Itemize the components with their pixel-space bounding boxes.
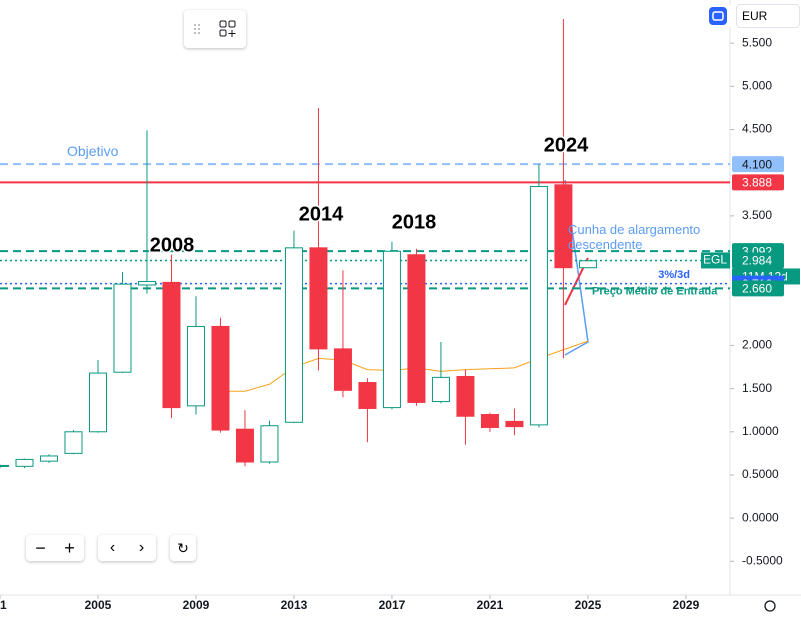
settings-icon[interactable]: [764, 600, 776, 612]
y-tick-label: 5.000: [742, 79, 772, 93]
candle-body: [186, 325, 205, 407]
candle-body: [284, 247, 303, 423]
level-name: Preço Médio de Entrada: [592, 286, 718, 298]
annotation: 2008: [150, 234, 195, 256]
currency-label: EUR: [742, 9, 768, 23]
annotation: 2018: [392, 211, 437, 233]
annotation: 2014: [299, 203, 344, 225]
candle-body: [529, 186, 548, 426]
wedge-line: [564, 179, 589, 356]
candle-body: [137, 281, 156, 286]
egl-box: [701, 252, 730, 269]
x-tick-label: 2013: [281, 598, 308, 612]
candle-body: [382, 250, 401, 409]
y-tick-label: 3.500: [742, 208, 772, 222]
candle-body: [431, 376, 450, 403]
annotation: 3%/3d: [658, 269, 690, 281]
candle-body: [456, 376, 475, 417]
annotation: Cunha de alargamento descendente: [568, 222, 700, 252]
level-label-box: [732, 174, 784, 191]
y-tick-label: 1.0000: [742, 424, 779, 438]
x-tick-label: 2025: [575, 598, 602, 612]
candle-body: [0, 464, 9, 467]
zoom-buttons[interactable]: − +: [26, 535, 84, 561]
y-tick-label: 4.500: [742, 122, 772, 136]
level-label: 4.100: [742, 157, 772, 171]
level-label: 2.660: [742, 282, 772, 296]
drawing-toolbar[interactable]: [184, 10, 246, 48]
candle-body: [578, 260, 597, 269]
x-tick-label: 2021: [477, 598, 504, 612]
scroll-right[interactable]: ›: [138, 539, 145, 556]
y-tick-label: 0.0000: [742, 510, 779, 524]
y-tick-label: 0.5000: [742, 467, 779, 481]
level-label: 3.888: [742, 176, 772, 190]
x-tick-label: 01: [0, 598, 7, 612]
level-name: Objetivo: [67, 143, 119, 159]
candle-body: [211, 325, 230, 431]
level-label: 2.984: [742, 254, 772, 268]
candle-body: [407, 254, 426, 403]
level-name: EGL: [703, 253, 727, 267]
reset-button[interactable]: ↻: [170, 535, 196, 561]
candle-body: [260, 425, 279, 463]
compare-button[interactable]: [705, 4, 731, 28]
zoom-out[interactable]: −: [35, 537, 46, 558]
candle-body: [554, 184, 573, 269]
level-label-box: [732, 280, 784, 297]
candle-body: [333, 348, 352, 391]
icon: [709, 7, 727, 25]
level-label-box: [732, 252, 784, 269]
candle-body: [15, 458, 34, 467]
candle-body: [162, 281, 181, 409]
candle-body: [235, 428, 254, 463]
currency-select[interactable]: EUR: [736, 4, 800, 28]
level-label-box: [732, 156, 784, 173]
x-tick-label: 2017: [379, 598, 406, 612]
x-tick-label: 2005: [85, 598, 112, 612]
candle-body: [113, 283, 132, 373]
candle-body: [505, 420, 524, 428]
y-tick-label: 5.500: [742, 35, 772, 49]
candle-body: [358, 382, 377, 409]
y-tick-label: 2.000: [742, 338, 772, 352]
scroll-buttons[interactable]: ‹ ›: [98, 535, 156, 561]
toolbar-icons: [194, 20, 236, 37]
candle-body: [480, 414, 499, 428]
x-tick-label: 2009: [183, 598, 210, 612]
candle-body: [309, 247, 328, 350]
candle-body: [64, 431, 83, 454]
moving-average: [220, 340, 589, 392]
zoom-in[interactable]: +: [64, 537, 75, 558]
y-tick-label: 1.500: [742, 381, 772, 395]
candle-body: [88, 372, 107, 433]
x-tick-label: 2029: [673, 598, 700, 612]
y-tick-label: -0.5000: [742, 553, 783, 567]
candle-body: [39, 455, 58, 462]
annotation: 2024: [544, 134, 589, 156]
scroll-left[interactable]: ‹: [109, 539, 116, 556]
